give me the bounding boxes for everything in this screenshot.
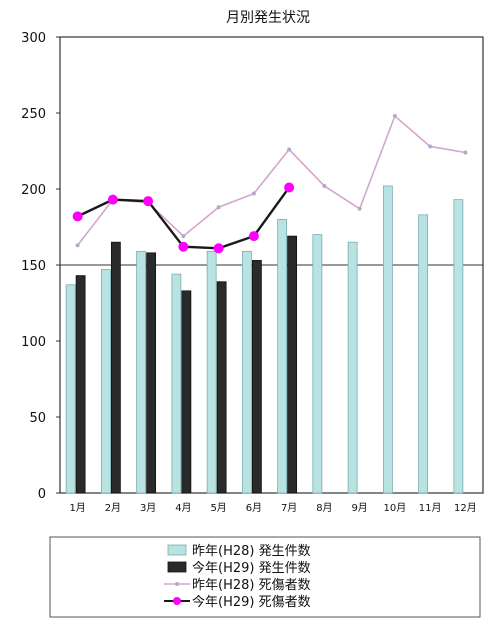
x-tick-label: 4月	[175, 502, 191, 514]
x-tick-label: 8月	[316, 502, 332, 514]
point-last-year-casualties	[428, 144, 433, 149]
bar-last-year-incidents	[418, 214, 429, 494]
point-this-year-casualties	[178, 241, 189, 252]
point-last-year-casualties	[181, 234, 186, 239]
point-this-year-casualties	[143, 196, 154, 207]
point-last-year-casualties	[463, 150, 468, 155]
x-tick-label: 12月	[454, 502, 477, 514]
y-tick-label: 50	[29, 411, 46, 426]
y-tick-label: 200	[21, 183, 46, 198]
bar-last-year-incidents	[136, 250, 147, 494]
point-last-year-casualties	[322, 183, 327, 188]
bar-last-year-incidents	[65, 284, 76, 494]
bar-this-year-incidents	[251, 260, 262, 494]
y-tick-label: 250	[21, 107, 46, 122]
x-axis: 1月 2月 3月 4月 5月 6月 7月 8月 9月 10月 11月 12月	[69, 502, 476, 514]
bar-last-year-incidents	[312, 234, 323, 494]
y-tick-label: 150	[21, 259, 46, 274]
point-last-year-casualties	[392, 114, 397, 119]
bar-this-year-incidents	[181, 290, 192, 494]
bar-last-year-incidents	[347, 241, 358, 494]
bar-this-year-incidents	[287, 235, 298, 494]
bar-this-year-incidents	[216, 281, 227, 494]
x-tick-label: 6月	[246, 502, 262, 514]
legend-label: 今年(H29) 死傷者数	[192, 594, 311, 610]
legend-marker-last-year-casualties	[175, 582, 179, 586]
bar-this-year-incidents	[146, 252, 157, 494]
bar-last-year-incidents	[100, 269, 111, 494]
legend-marker-this-year-casualties	[173, 597, 181, 605]
bar-last-year-incidents	[206, 250, 217, 494]
point-this-year-casualties	[72, 211, 83, 222]
point-this-year-casualties	[284, 182, 295, 193]
bar-last-year-incidents	[382, 185, 393, 494]
x-tick-label: 10月	[384, 502, 407, 514]
bar-this-year-incidents	[110, 241, 121, 494]
line-last-year-casualties	[76, 114, 466, 246]
legend-label: 昨年(H28) 死傷者数	[192, 578, 311, 593]
point-last-year-casualties	[75, 243, 80, 248]
y-tick-label: 300	[21, 31, 46, 46]
legend-swatch-this-year-incidents	[167, 561, 187, 573]
bar-last-year-incidents	[277, 218, 288, 494]
bar-this-year-incidents	[75, 275, 86, 494]
y-axis: 0 50 100 150 200 250 300	[21, 31, 60, 502]
point-this-year-casualties	[213, 243, 224, 254]
x-tick-label: 3月	[140, 502, 156, 514]
bar-series-group	[65, 185, 464, 494]
line-series-group	[72, 114, 468, 254]
legend-swatch-last-year-incidents	[167, 544, 187, 556]
point-last-year-casualties	[287, 147, 292, 152]
x-tick-label: 1月	[69, 502, 85, 514]
y-tick-label: 100	[21, 335, 46, 350]
y-tick-label: 0	[38, 487, 46, 502]
x-tick-label: 5月	[210, 502, 226, 514]
legend-label: 今年(H29) 発生件数	[192, 560, 311, 576]
point-last-year-casualties	[251, 191, 256, 196]
bar-last-year-incidents	[171, 273, 182, 494]
legend-box	[49, 536, 481, 618]
point-this-year-casualties	[107, 194, 118, 205]
point-this-year-casualties	[248, 231, 259, 242]
x-tick-label: 2月	[105, 502, 121, 514]
point-last-year-casualties	[357, 206, 362, 211]
x-tick-label: 9月	[351, 502, 367, 514]
bar-last-year-incidents	[453, 199, 464, 494]
x-tick-label: 11月	[419, 502, 442, 514]
x-tick-label: 7月	[281, 502, 297, 514]
bar-last-year-incidents	[241, 250, 252, 494]
point-last-year-casualties	[216, 205, 221, 210]
legend-label: 昨年(H28) 発生件数	[192, 544, 311, 559]
chart-title: 月別発生状況	[226, 10, 310, 26]
